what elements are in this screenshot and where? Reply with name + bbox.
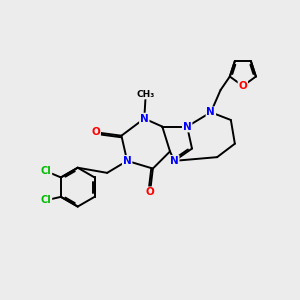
Text: Cl: Cl (41, 195, 51, 205)
Text: O: O (146, 187, 154, 197)
Text: Cl: Cl (41, 166, 51, 176)
Text: O: O (91, 127, 100, 137)
Text: N: N (183, 122, 191, 132)
Text: N: N (170, 156, 179, 166)
Text: N: N (140, 114, 149, 124)
Text: CH₃: CH₃ (136, 90, 155, 99)
Text: N: N (206, 107, 215, 117)
Text: O: O (238, 81, 247, 91)
Text: N: N (123, 156, 131, 166)
